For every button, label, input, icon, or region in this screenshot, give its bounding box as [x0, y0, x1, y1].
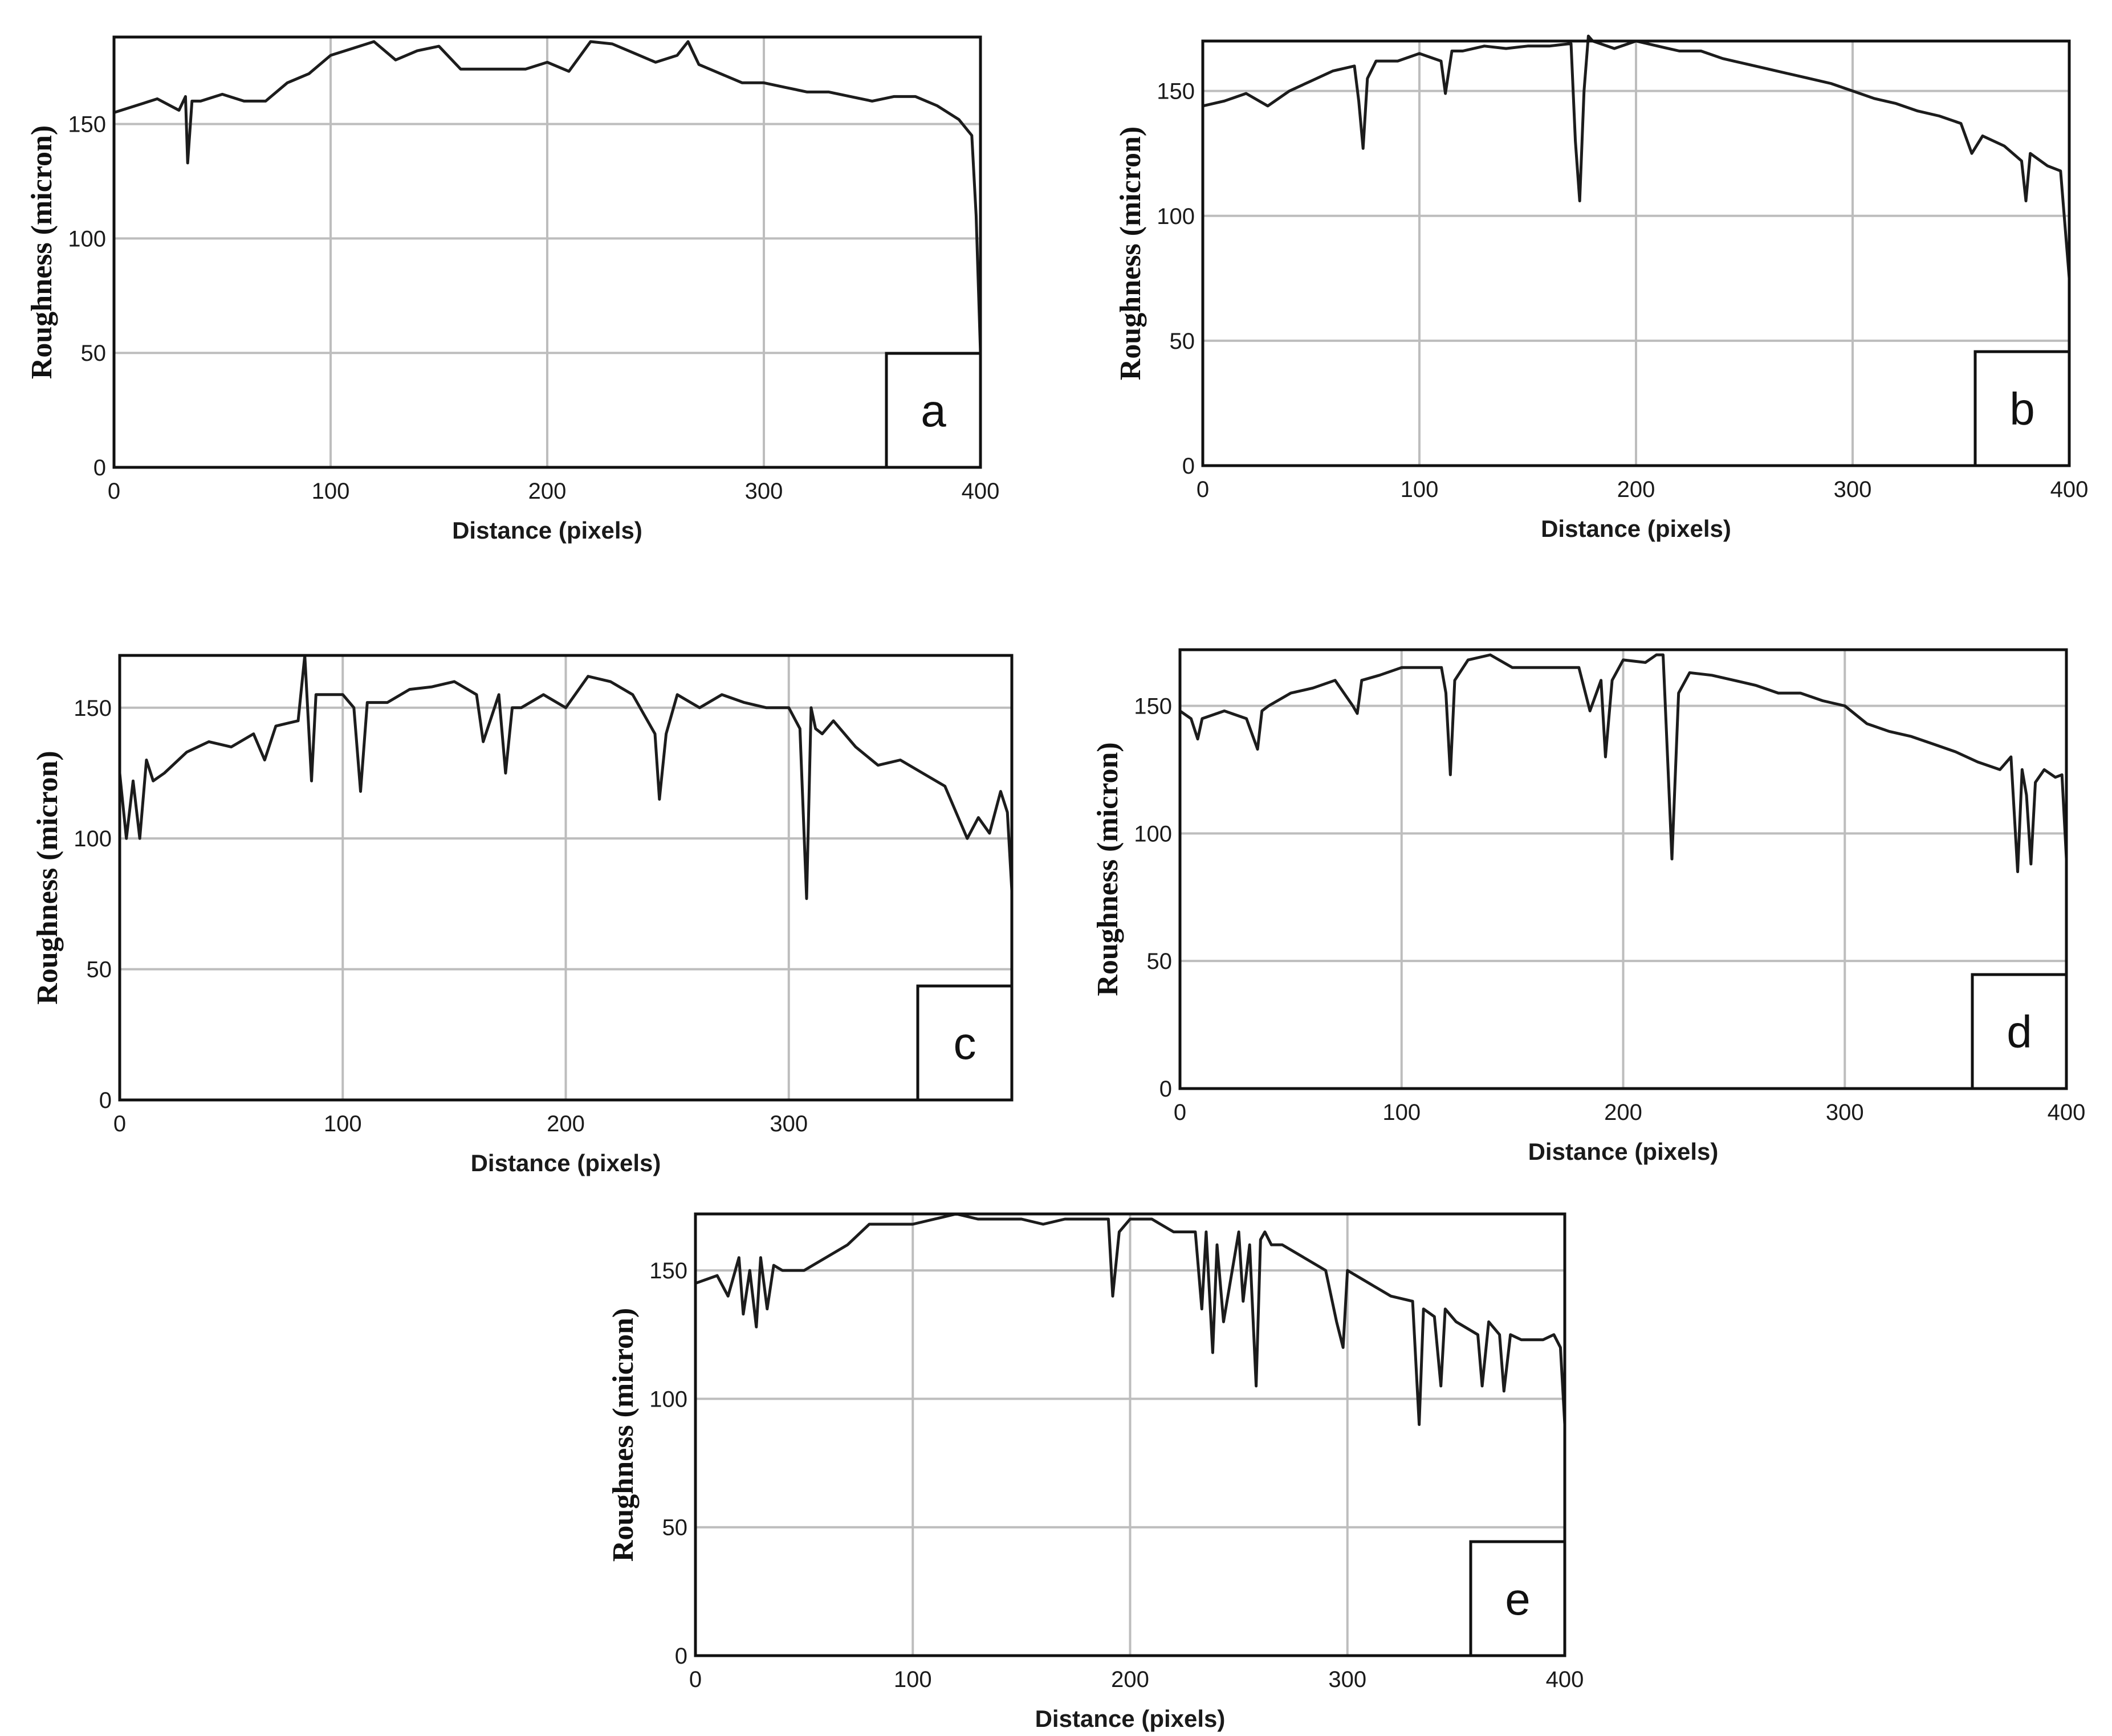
chart-svg-d: d 0 50 100 150 0 100 200 300 400 Distance (pixels)…	[1092, 648, 2086, 1165]
plot-frame	[1178, 648, 2068, 1090]
y-tick-label: 100	[649, 1387, 687, 1412]
x-axis-title: Distance (pixels)	[471, 1150, 661, 1176]
panel-label: a	[921, 385, 946, 436]
panel-label-box	[885, 352, 982, 469]
x-axis-title: Distance (pixels)	[1035, 1705, 1226, 1732]
y-tick-label: 100	[1134, 821, 1172, 846]
panel-label-box	[1971, 973, 2068, 1090]
chart-svg-b: b 0 50 100 150 0 100 200 300 400 Distance (pixels)…	[1114, 34, 2089, 542]
plot-frame	[1201, 39, 2071, 467]
x-tick-label: 0	[1197, 477, 1209, 502]
x-tick-label: 200	[1617, 477, 1655, 502]
panel-label-box	[1973, 350, 2071, 467]
y-tick-label: 0	[675, 1644, 687, 1669]
x-tick-label: 100	[894, 1667, 932, 1692]
x-tick-label: 300	[1826, 1100, 1864, 1125]
chart-svg-e: e 0 50 100 150 0 100 200 300 400 Distance (pixels)…	[607, 1212, 1584, 1732]
roughness-profile-line	[695, 1212, 1566, 1426]
x-tick-label: 400	[1546, 1667, 1584, 1692]
x-tick-label: 300	[1328, 1667, 1366, 1692]
x-axis-title: Distance (pixels)	[1541, 515, 1731, 542]
x-tick-label: 100	[1382, 1100, 1421, 1125]
x-tick-label: 100	[312, 479, 350, 504]
panel-label-box	[1469, 1540, 1566, 1657]
x-tick-label: 0	[113, 1111, 126, 1136]
y-tick-label: 50	[1147, 949, 1173, 974]
chart-panel-d: d 0 50 100 150 0 100 200 300 400 Distance (pixels)…	[1083, 630, 2109, 1188]
x-tick-label: 200	[1604, 1100, 1642, 1125]
chart-svg-c: c 0 50 100 150 0 100 200 300 Distance (pixels) Rou…	[31, 654, 1014, 1176]
y-tick-label: 150	[649, 1258, 687, 1283]
x-tick-label: 100	[1401, 477, 1439, 502]
panel-label: c	[954, 1018, 976, 1069]
y-tick-label: 50	[1170, 329, 1195, 354]
plot-frame	[118, 654, 1014, 1102]
x-tick-label: 0	[108, 479, 120, 504]
x-tick-label: 0	[689, 1667, 702, 1692]
y-tick-label: 150	[74, 696, 112, 721]
y-tick-label: 50	[662, 1515, 688, 1541]
x-tick-label: 300	[1834, 477, 1872, 502]
y-tick-label: 150	[68, 112, 106, 137]
chart-panel-b: b 0 50 100 150 0 100 200 300 400 Distance (pixels)…	[1106, 23, 2109, 559]
y-tick-label: 0	[93, 455, 106, 480]
y-tick-label: 0	[99, 1088, 112, 1113]
roughness-profile-line	[118, 654, 1014, 900]
x-tick-label: 0	[1174, 1100, 1186, 1125]
x-tick-label: 300	[770, 1111, 808, 1136]
x-tick-label: 200	[528, 479, 567, 504]
x-tick-label: 400	[2048, 1100, 2086, 1125]
y-tick-label: 100	[68, 226, 106, 251]
plot-frame	[694, 1212, 1566, 1657]
x-tick-label: 300	[745, 479, 783, 504]
y-tick-label: 50	[81, 341, 107, 366]
y-tick-label: 0	[1182, 454, 1195, 479]
panel-label-box	[916, 984, 1014, 1102]
plot-frame	[112, 35, 982, 469]
x-tick-label: 200	[1111, 1667, 1149, 1692]
y-tick-label: 150	[1157, 79, 1195, 104]
chart-panel-e: e 0 50 100 150 0 100 200 300 400 Distance (pixels)…	[599, 1188, 1602, 1735]
x-axis-title: Distance (pixels)	[452, 517, 642, 544]
y-tick-label: 100	[74, 826, 112, 851]
y-tick-label: 50	[87, 957, 112, 983]
roughness-profile-line	[1202, 34, 2071, 279]
x-axis-title: Distance (pixels)	[1528, 1138, 1719, 1165]
y-axis-title: Roughness (micron)	[1114, 127, 1147, 380]
chart-svg-a: a 0 50 100 150 0 100 200 300 400 Distance (pixels)…	[26, 35, 1000, 544]
roughness-profile-line	[1179, 653, 2068, 873]
y-tick-label: 0	[1159, 1077, 1172, 1102]
y-tick-label: 150	[1134, 694, 1172, 719]
roughness-profile-line	[113, 40, 982, 353]
panel-label: b	[2009, 384, 2035, 434]
y-axis-title: Roughness (micron)	[1092, 742, 1124, 996]
y-tick-label: 100	[1157, 204, 1195, 229]
x-tick-label: 400	[2050, 477, 2089, 502]
x-tick-label: 100	[324, 1111, 362, 1136]
y-axis-title: Roughness (micron)	[607, 1308, 640, 1562]
chart-panel-c: c 0 50 100 150 0 100 200 300 Distance (pixels) Rou…	[23, 630, 1026, 1188]
chart-panel-a: a 0 50 100 150 0 100 200 300 400 Distance (pixels)…	[23, 23, 1026, 559]
y-axis-title: Roughness (micron)	[31, 751, 64, 1004]
panel-label: e	[1505, 1574, 1531, 1624]
y-axis-title: Roughness (micron)	[26, 125, 58, 379]
x-tick-label: 400	[962, 479, 1000, 504]
panel-label: d	[2007, 1006, 2032, 1057]
x-tick-label: 200	[547, 1111, 585, 1136]
